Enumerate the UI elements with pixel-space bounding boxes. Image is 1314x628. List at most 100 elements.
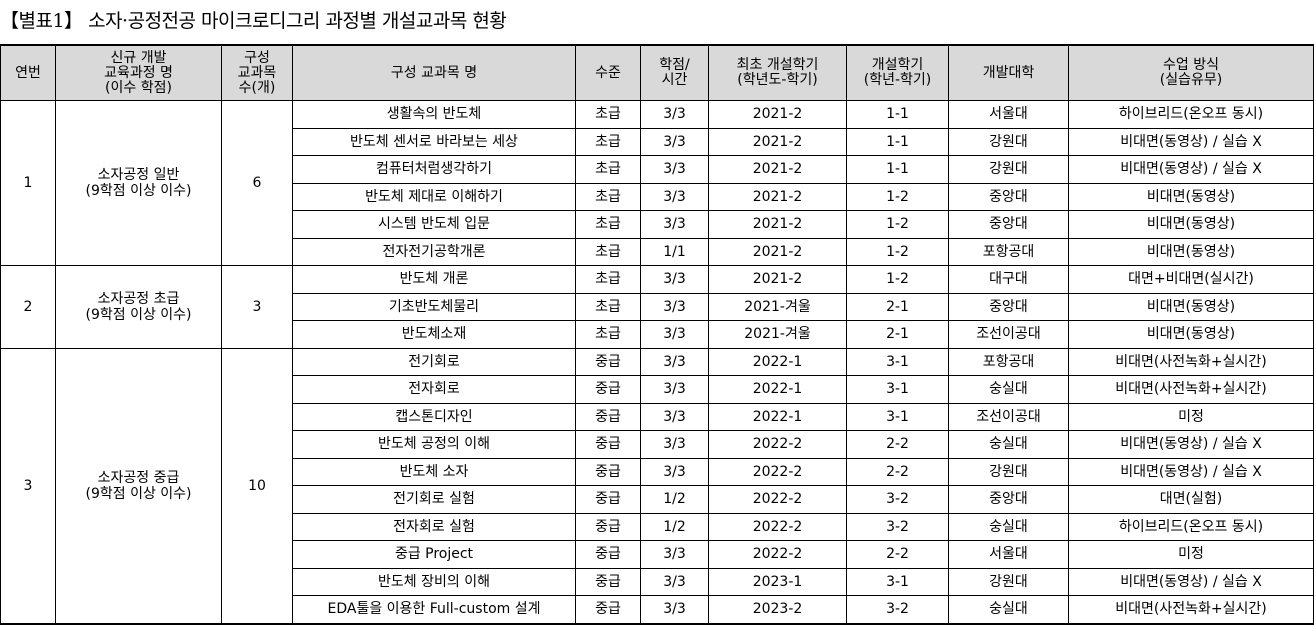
header-method: 수업 방식 (실습유무) bbox=[1068, 44, 1314, 101]
credits-cell: 1/1 bbox=[640, 237, 709, 266]
subject-cell: 전자회로 bbox=[292, 375, 576, 404]
header-course: 신규 개발 교육과정 명 (이수 학점) bbox=[55, 44, 222, 101]
table-row: 반도체 센서로 바라보는 세상 초급 3/3 2021-2 1-1 강원대 비대면(동영상)… bbox=[1, 127, 1314, 156]
method-cell: 대면(실험) bbox=[1068, 485, 1314, 514]
table-row: 기초반도체물리 초급 3/3 2021-겨울 2-1 중앙대 비대면(동영상) bbox=[1, 292, 1314, 321]
header-subject: 구성 교과목 명 bbox=[292, 44, 576, 101]
method-cell: 비대면(동영상) / 실습 X bbox=[1068, 430, 1314, 459]
header-row: 연번 신규 개발 교육과정 명 (이수 학점) 구성 교과목 수(개) 구성 교… bbox=[0, 44, 1314, 101]
first-semester-cell: 2021-겨울 bbox=[708, 292, 847, 321]
semester-cell: 1-2 bbox=[846, 237, 949, 266]
method-cell: 비대면(사전녹화+실시간) bbox=[1068, 375, 1314, 404]
level-cell: 초급 bbox=[575, 155, 641, 184]
level-cell: 초급 bbox=[575, 237, 641, 266]
table-row: 컴퓨터처럼생각하기 초급 3/3 2021-2 1-1 강원대 비대면(동영상) / 실습 … bbox=[1, 155, 1314, 184]
level-cell: 중급 bbox=[575, 430, 641, 459]
subject-cell: 반도체 제대로 이해하기 bbox=[292, 182, 576, 211]
credits-cell: 3/3 bbox=[640, 182, 709, 211]
subject-count: 6 bbox=[221, 100, 293, 266]
course-name: 소자공정 중급 (9학점 이상 이수) bbox=[55, 347, 222, 624]
method-cell: 미정 bbox=[1068, 402, 1314, 431]
credits-cell: 3/3 bbox=[640, 402, 709, 431]
table-row: 반도체 제대로 이해하기 초급 3/3 2021-2 1-2 중앙대 비대면(동영상) bbox=[1, 182, 1314, 211]
first-semester-cell: 2021-2 bbox=[708, 155, 847, 184]
first-semester-cell: 2022-2 bbox=[708, 540, 847, 569]
group-number: 3 bbox=[0, 347, 56, 624]
credits-cell: 1/2 bbox=[640, 512, 709, 541]
method-cell: 비대면(동영상) / 실습 X bbox=[1068, 127, 1314, 156]
semester-cell: 1-1 bbox=[846, 127, 949, 156]
first-semester-cell: 2021-2 bbox=[708, 237, 847, 266]
university-cell: 조선이공대 bbox=[948, 320, 1069, 349]
first-semester-cell: 2022-2 bbox=[708, 457, 847, 486]
first-semester-cell: 2022-2 bbox=[708, 485, 847, 514]
group-number: 1 bbox=[0, 100, 56, 266]
level-cell: 중급 bbox=[575, 567, 641, 596]
subject-cell: 전기회로 실험 bbox=[292, 485, 576, 514]
level-cell: 중급 bbox=[575, 512, 641, 541]
first-semester-cell: 2022-1 bbox=[708, 402, 847, 431]
first-semester-cell: 2022-2 bbox=[708, 430, 847, 459]
table-row: EDA툴을 이용한 Full-custom 설계 중급 3/3 2023-2 3-2 숭실… bbox=[1, 595, 1314, 624]
subject-count: 10 bbox=[221, 347, 293, 624]
university-cell: 숭실대 bbox=[948, 375, 1069, 404]
university-cell: 숭실대 bbox=[948, 430, 1069, 459]
table-row: 반도체 공정의 이해 중급 3/3 2022-2 2-2 숭실대 비대면(동영상) / 실습… bbox=[1, 430, 1314, 459]
method-cell: 대면+비대면(실시간) bbox=[1068, 265, 1314, 294]
subject-cell: 반도체소재 bbox=[292, 320, 576, 349]
level-cell: 중급 bbox=[575, 595, 641, 624]
subject-cell: 반도체 소자 bbox=[292, 457, 576, 486]
university-cell: 강원대 bbox=[948, 567, 1069, 596]
first-semester-cell: 2021-2 bbox=[708, 182, 847, 211]
table-row: 반도체 소자 중급 3/3 2022-2 2-2 강원대 비대면(동영상) / 실습 X bbox=[1, 457, 1314, 486]
first-semester-cell: 2021-2 bbox=[708, 100, 847, 129]
table-row: 2 소자공정 초급 (9학점 이상 이수) 3 반도체 개론 초급 3/3 2021-2 1-… bbox=[0, 265, 1314, 349]
subject-cell: 반도체 개론 bbox=[292, 265, 576, 294]
header-university: 개발대학 bbox=[948, 44, 1069, 101]
semester-cell: 3-1 bbox=[846, 375, 949, 404]
table-row: 전자회로 실험 중급 1/2 2022-2 3-2 숭실대 하이브리드(온오프 동시) bbox=[1, 512, 1314, 541]
course-name: 소자공정 일반 (9학점 이상 이수) bbox=[55, 100, 222, 266]
first-semester-cell: 2022-2 bbox=[708, 512, 847, 541]
method-cell: 비대면(동영상) bbox=[1068, 237, 1314, 266]
semester-cell: 1-2 bbox=[846, 265, 949, 294]
semester-cell: 1-2 bbox=[846, 210, 949, 239]
method-cell: 비대면(동영상) bbox=[1068, 210, 1314, 239]
semester-cell: 2-1 bbox=[846, 292, 949, 321]
level-cell: 초급 bbox=[575, 320, 641, 349]
method-cell: 비대면(동영상) bbox=[1068, 320, 1314, 349]
course-name: 소자공정 초급 (9학점 이상 이수) bbox=[55, 265, 222, 349]
university-cell: 서울대 bbox=[948, 100, 1069, 129]
semester-cell: 2-1 bbox=[846, 320, 949, 349]
credits-cell: 3/3 bbox=[640, 430, 709, 459]
subject-cell: 반도체 센서로 바라보는 세상 bbox=[292, 127, 576, 156]
university-cell: 중앙대 bbox=[948, 182, 1069, 211]
table-row: 3 소자공정 중급 (9학점 이상 이수) 10 전기회로 중급 3/3 2022-1 3-1… bbox=[0, 347, 1314, 624]
header-no: 연번 bbox=[0, 44, 56, 101]
credits-cell: 3/3 bbox=[640, 347, 709, 376]
method-cell: 비대면(사전녹화+실시간) bbox=[1068, 347, 1314, 376]
header-count: 구성 교과목 수(개) bbox=[221, 44, 293, 101]
university-cell: 포항공대 bbox=[948, 347, 1069, 376]
semester-cell: 3-1 bbox=[846, 402, 949, 431]
method-cell: 비대면(동영상) bbox=[1068, 182, 1314, 211]
level-cell: 초급 bbox=[575, 292, 641, 321]
university-cell: 조선이공대 bbox=[948, 402, 1069, 431]
university-cell: 강원대 bbox=[948, 127, 1069, 156]
semester-cell: 1-2 bbox=[846, 182, 949, 211]
university-cell: 중앙대 bbox=[948, 210, 1069, 239]
header-semester: 개설학기 (학년-학기) bbox=[846, 44, 949, 101]
subject-cell: 컴퓨터처럼생각하기 bbox=[292, 155, 576, 184]
level-cell: 중급 bbox=[575, 347, 641, 376]
first-semester-cell: 2023-2 bbox=[708, 595, 847, 624]
credits-cell: 3/3 bbox=[640, 595, 709, 624]
university-cell: 강원대 bbox=[948, 457, 1069, 486]
level-cell: 초급 bbox=[575, 210, 641, 239]
credits-cell: 3/3 bbox=[640, 265, 709, 294]
method-cell: 하이브리드(온오프 동시) bbox=[1068, 512, 1314, 541]
credits-cell: 1/2 bbox=[640, 485, 709, 514]
semester-cell: 3-2 bbox=[846, 485, 949, 514]
university-cell: 서울대 bbox=[948, 540, 1069, 569]
credits-cell: 3/3 bbox=[640, 292, 709, 321]
level-cell: 초급 bbox=[575, 127, 641, 156]
